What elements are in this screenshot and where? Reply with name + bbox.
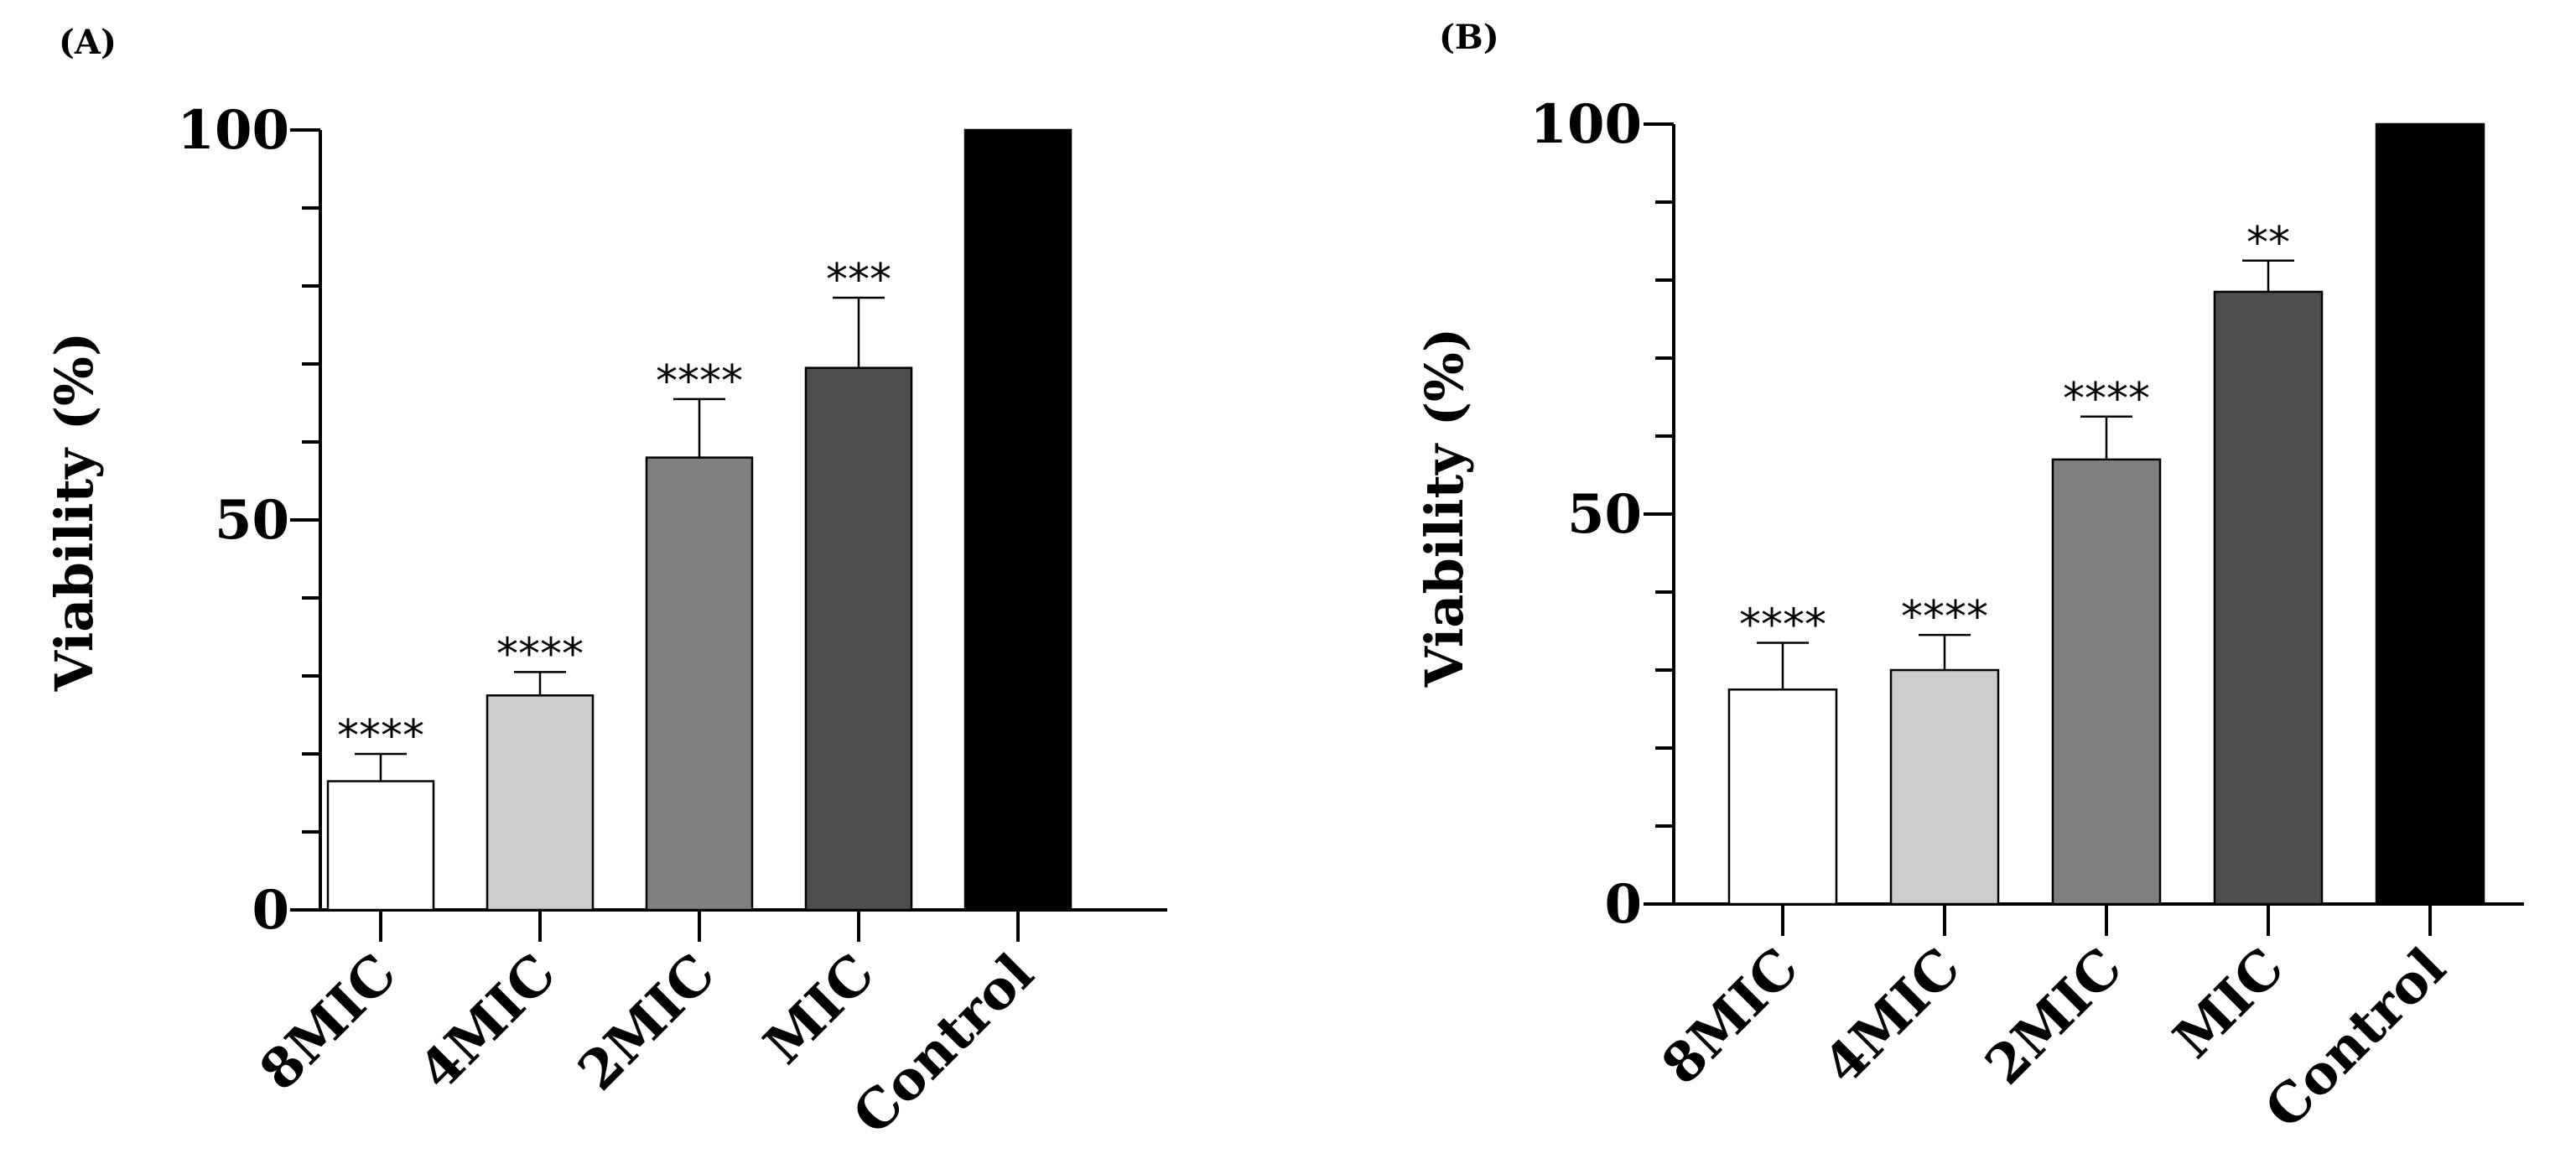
y-axis-label: Viability (%)	[44, 332, 105, 693]
significance-label: ****	[2063, 374, 2150, 424]
y-tick-label: 0	[1604, 873, 1642, 936]
significance-label: **	[2246, 218, 2290, 268]
significance-label: ****	[1739, 600, 1826, 650]
significance-label: ****	[496, 629, 584, 679]
y-axis-label: Viability (%)	[1414, 328, 1475, 689]
bar-4mic	[486, 694, 595, 912]
bar-2mic	[2051, 458, 2162, 906]
y-tick-label: 0	[252, 879, 289, 942]
bar-control	[963, 128, 1072, 912]
bar-4mic	[1889, 668, 2000, 906]
bar-2mic	[645, 456, 754, 912]
bar-8mic	[326, 780, 435, 912]
y-tick-label: 100	[1530, 93, 1642, 156]
panel-label: (A)	[59, 23, 117, 62]
significance-label: ***	[826, 255, 891, 305]
significance-label: ****	[1901, 592, 1988, 642]
y-tick-label: 50	[215, 489, 289, 552]
y-tick-label: 50	[1567, 483, 1642, 546]
bar-control	[2375, 122, 2485, 906]
y-tick-label: 100	[177, 99, 289, 162]
significance-label: ****	[337, 711, 424, 761]
panel-label: (B)	[1439, 18, 1499, 57]
bar-mic	[804, 366, 913, 912]
significance-label: ****	[656, 356, 743, 407]
bar-8mic	[1727, 689, 1838, 906]
bar-mic	[2213, 290, 2324, 906]
